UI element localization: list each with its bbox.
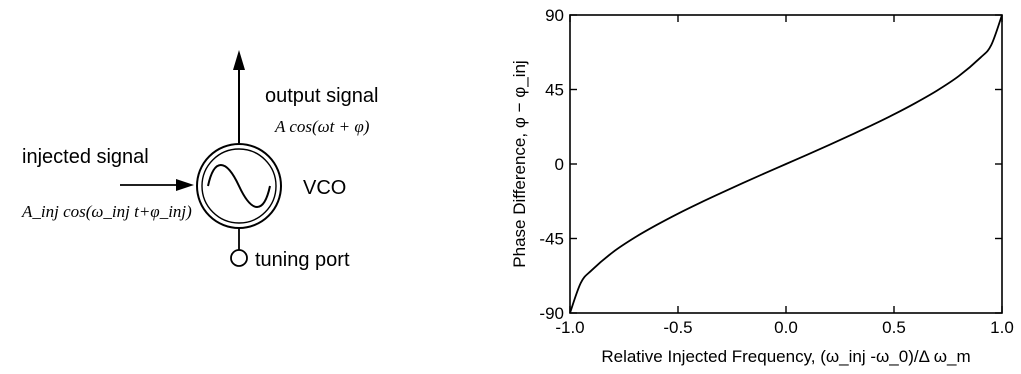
tuning-port-label: tuning port [255,249,350,271]
y-tick-label: -45 [539,230,564,249]
tuning-port-circle [230,249,248,267]
y-tick-labels: -90 -45 0 45 90 [539,6,564,323]
y-tick-label: 0 [555,155,564,174]
x-tick-label: 0.0 [774,318,798,337]
y-tick-label: -90 [539,304,564,323]
output-signal-expression: A cos(ωt + φ) [274,117,370,136]
y-tick-label: 45 [545,81,564,100]
series-layer [569,14,1003,314]
vco-label: VCO [303,177,346,199]
x-tick-labels: -1.0 -0.5 0.0 0.5 1.0 [555,318,1013,337]
sine-wave-icon [207,164,271,208]
y-axis-label: Phase Difference, φ − φ_inj [510,60,529,267]
injected-signal-label: injected signal [22,146,149,168]
vco-diagram: output signal A cos(ωt + φ) injected sig… [21,50,378,271]
tick-marks [569,14,1003,314]
x-tick-label: -1.0 [555,318,584,337]
injected-signal-expression: A_inj cos(ω_inj t+φ_inj) [21,202,192,221]
input-arrow-head [176,179,194,191]
output-arrow-head [233,50,245,70]
vco-inner-circle [201,148,277,224]
y-tick-label: 90 [545,6,564,25]
x-tick-label: 0.5 [882,318,906,337]
x-axis-label: Relative Injected Frequency, (ω_inj -ω_0… [601,347,970,366]
x-tick-label: 1.0 [990,318,1014,337]
x-tick-label: -0.5 [663,318,692,337]
phase-chart: -90 -45 0 45 90 -1.0 -0.5 0.0 0.5 1.0 Phase Diff… [510,6,1014,366]
series-line [569,14,1003,314]
output-signal-label: output signal [265,85,378,107]
